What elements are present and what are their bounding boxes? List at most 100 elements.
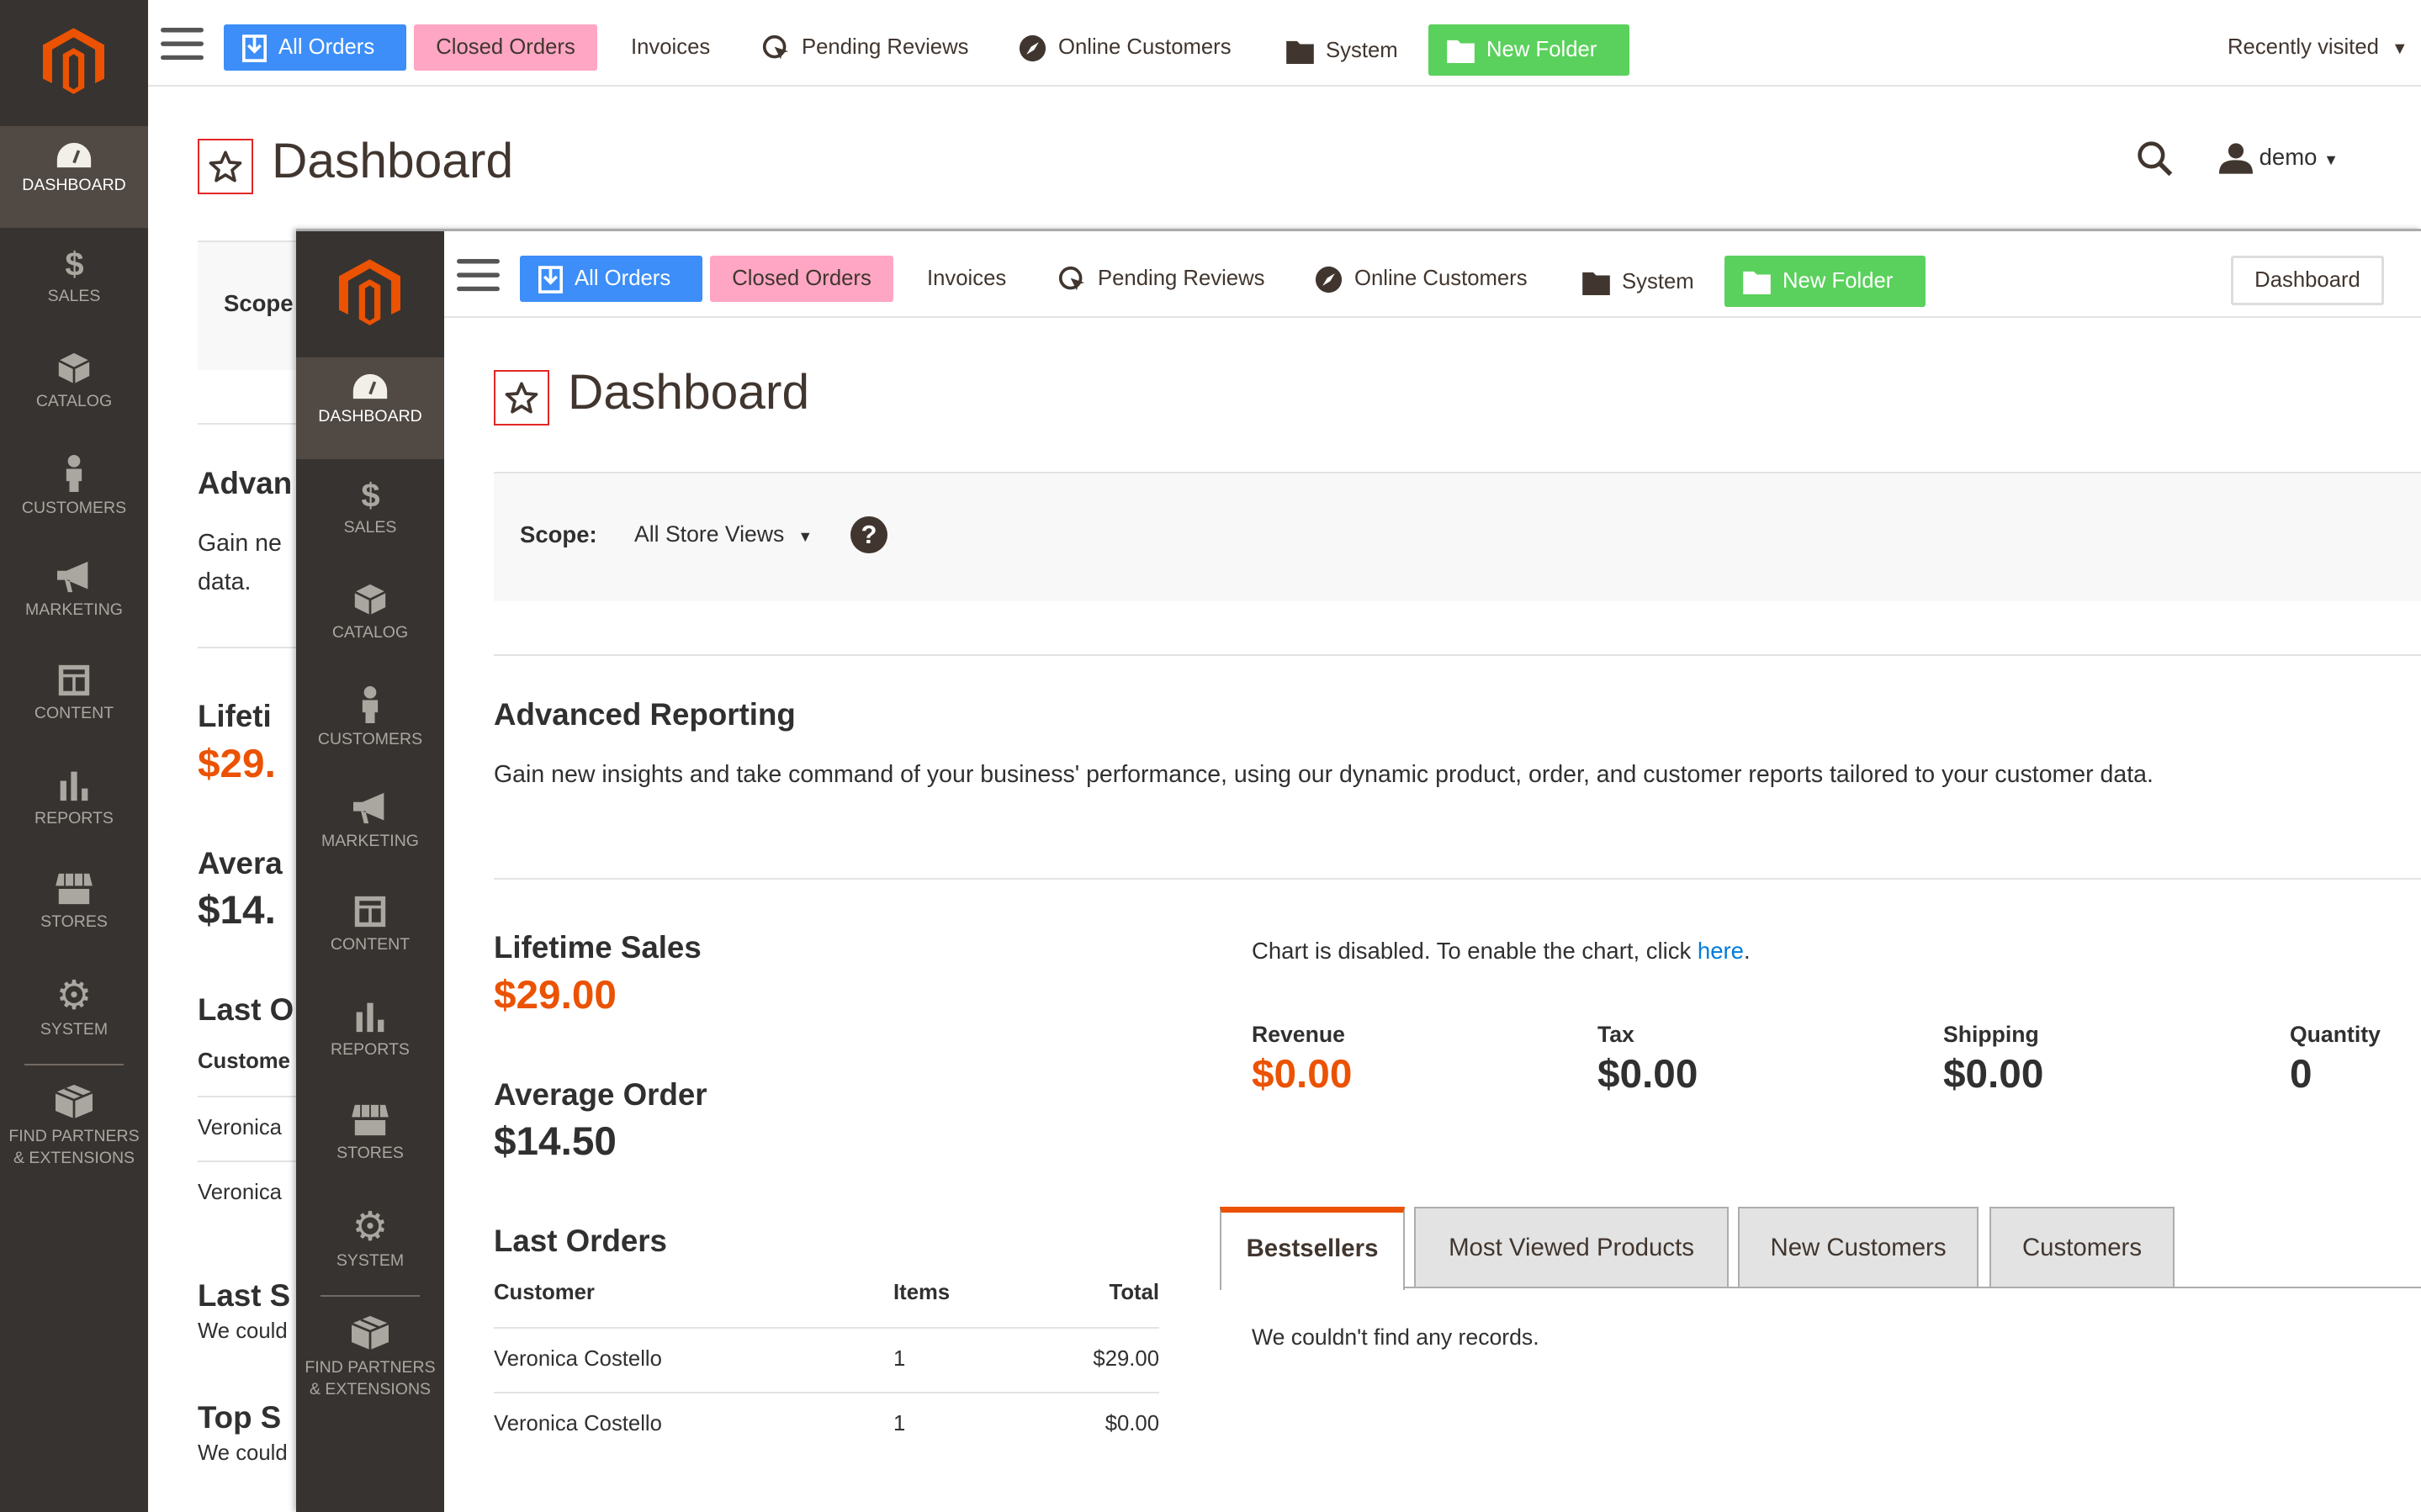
average-order-value: $14. xyxy=(198,888,276,933)
hamburger-menu-icon[interactable] xyxy=(161,28,204,61)
nav-content[interactable]: CONTENT xyxy=(296,880,444,981)
dashboard-gauge-icon xyxy=(352,373,388,399)
closed-orders-button[interactable]: Closed Orders xyxy=(710,256,893,302)
megaphone-icon xyxy=(57,561,88,593)
online-customers-link[interactable]: Online Customers xyxy=(1019,24,1232,71)
nav-find-partners[interactable]: FIND PARTNERS & EXTENSIONS xyxy=(0,1068,148,1176)
tab-most-viewed-products[interactable]: Most Viewed Products xyxy=(1414,1207,1729,1288)
folder-icon xyxy=(1286,40,1314,64)
hamburger-menu-icon[interactable] xyxy=(457,259,500,293)
cursor-click-icon xyxy=(1058,266,1085,291)
column-header-customer: Customer xyxy=(494,1281,595,1304)
page-title: Dashboard xyxy=(272,134,514,188)
no-records-text: We could xyxy=(198,1441,288,1465)
nav-reports[interactable]: REPORTS xyxy=(296,985,444,1086)
quantity-label: Quantity xyxy=(2290,1022,2381,1047)
favorite-star-button[interactable] xyxy=(494,370,549,426)
nav-dashboard[interactable]: DASHBOARD xyxy=(0,126,148,228)
caret-down-icon: ▼ xyxy=(797,528,813,545)
enable-chart-link[interactable]: here xyxy=(1697,938,1744,964)
nav-sales[interactable]: $ SALES xyxy=(47,246,101,305)
lifetime-sales-value: $29. xyxy=(198,742,276,786)
nav-reports[interactable]: REPORTS xyxy=(0,753,148,855)
invoices-link[interactable]: Invoices xyxy=(631,35,711,59)
nav-customers[interactable]: CUSTOMERS xyxy=(0,440,148,542)
bar-chart-icon xyxy=(60,771,88,801)
cell-total: $29.00 xyxy=(1093,1347,1159,1371)
sidebar: DASHBOARD $ SALES CATALOG CUSTOMERS MARKE… xyxy=(0,0,148,1512)
tab-customers[interactable]: Customers xyxy=(1989,1207,2175,1288)
cursor-click-icon xyxy=(762,34,789,60)
nav-system[interactable]: ⚙ SYSTEM xyxy=(296,1192,444,1294)
advanced-reporting-text-line-2: data. xyxy=(198,568,252,595)
user-icon xyxy=(2219,143,2253,174)
compass-icon xyxy=(1019,34,1046,61)
cell-customer: Veronica Costello xyxy=(494,1347,662,1371)
column-header-items: Items xyxy=(893,1281,951,1304)
nav-stores[interactable]: STORES xyxy=(296,1088,444,1190)
pending-reviews-link[interactable]: Pending Reviews xyxy=(762,24,968,71)
dashboard-button[interactable]: Dashboard xyxy=(2231,256,2384,305)
row-divider xyxy=(494,1327,1159,1329)
favorite-star-button[interactable] xyxy=(198,139,253,194)
nav-customers[interactable]: CUSTOMERS xyxy=(296,671,444,773)
new-folder-button[interactable]: New Folder xyxy=(1724,256,1926,307)
nav-marketing[interactable]: MARKETING xyxy=(296,776,444,878)
all-orders-button[interactable]: All Orders xyxy=(520,256,702,302)
nav-sales[interactable]: $ SALES xyxy=(343,478,397,537)
nav-system[interactable]: ⚙ SYSTEM xyxy=(0,961,148,1063)
invoices-link[interactable]: Invoices xyxy=(927,267,1007,290)
nav-stores[interactable]: STORES xyxy=(0,857,148,959)
person-icon xyxy=(362,686,379,723)
megaphone-icon xyxy=(353,792,384,824)
advanced-reporting-text: Gain new insights and take command of yo… xyxy=(494,761,2153,788)
divider xyxy=(198,423,296,425)
nav-catalog[interactable]: CATALOG xyxy=(0,336,148,438)
scope-dropdown[interactable]: All Store Views ▼ xyxy=(634,521,813,547)
dollar-icon: $ xyxy=(65,246,83,280)
nav-dashboard[interactable]: DASHBOARD xyxy=(296,357,444,459)
system-link[interactable]: System xyxy=(1582,259,1694,305)
cell-customer: Veronica xyxy=(198,1116,282,1139)
advanced-reporting-text: Gain ne xyxy=(198,530,282,557)
pending-reviews-link[interactable]: Pending Reviews xyxy=(1058,256,1264,302)
admin-window: DASHBOARD $ SALES CATALOG CUSTOMERS MARKE… xyxy=(296,229,2421,1512)
help-icon[interactable]: ? xyxy=(850,516,887,553)
all-orders-button[interactable]: All Orders xyxy=(224,24,406,71)
tab-bestsellers[interactable]: Bestsellers xyxy=(1220,1207,1405,1290)
row-divider xyxy=(198,1096,296,1097)
box-icon xyxy=(351,1315,389,1351)
row-divider xyxy=(494,1392,1159,1393)
column-header-customer: Custome xyxy=(198,1049,290,1073)
star-icon xyxy=(209,151,242,182)
lifetime-sales-label: Lifetime Sales xyxy=(494,930,702,965)
divider xyxy=(198,647,296,648)
magento-logo xyxy=(339,259,400,325)
last-search-terms-title: Last S xyxy=(198,1278,291,1313)
nav-content[interactable]: CONTENT xyxy=(0,648,148,750)
system-link[interactable]: System xyxy=(1286,28,1398,74)
search-icon[interactable] xyxy=(2137,140,2174,177)
shipping-value: $0.00 xyxy=(1943,1052,2044,1097)
chart-disabled-notice: Chart is disabled. To enable the chart, … xyxy=(1252,938,1751,964)
online-customers-link[interactable]: Online Customers xyxy=(1315,256,1528,302)
svg-text:⚙: ⚙ xyxy=(352,1208,389,1245)
recently-visited-dropdown[interactable]: Recently visited ▼ xyxy=(2228,35,2408,59)
lifetime-sales-value: $29.00 xyxy=(494,973,617,1018)
nav-find-partners[interactable]: FIND PARTNERS & EXTENSIONS xyxy=(296,1299,444,1407)
new-folder-button[interactable]: New Folder xyxy=(1428,24,1629,76)
user-menu[interactable]: demo ▼ xyxy=(2219,140,2339,177)
nav-catalog[interactable]: CATALOG xyxy=(296,568,444,669)
download-tray-icon xyxy=(242,34,267,62)
magento-logo xyxy=(43,28,104,94)
top-toolbar: All Orders Closed Orders Invoices Pendin… xyxy=(444,231,2421,318)
tax-label: Tax xyxy=(1597,1022,1634,1047)
closed-orders-button[interactable]: Closed Orders xyxy=(414,24,597,71)
nav-marketing[interactable]: MARKETING xyxy=(0,545,148,647)
tab-new-customers[interactable]: New Customers xyxy=(1738,1207,1979,1288)
lifetime-sales-label: Lifeti xyxy=(198,699,272,733)
layout-icon xyxy=(58,664,90,696)
cell-items: 1 xyxy=(893,1347,906,1371)
quantity-value: 0 xyxy=(2290,1052,2312,1097)
